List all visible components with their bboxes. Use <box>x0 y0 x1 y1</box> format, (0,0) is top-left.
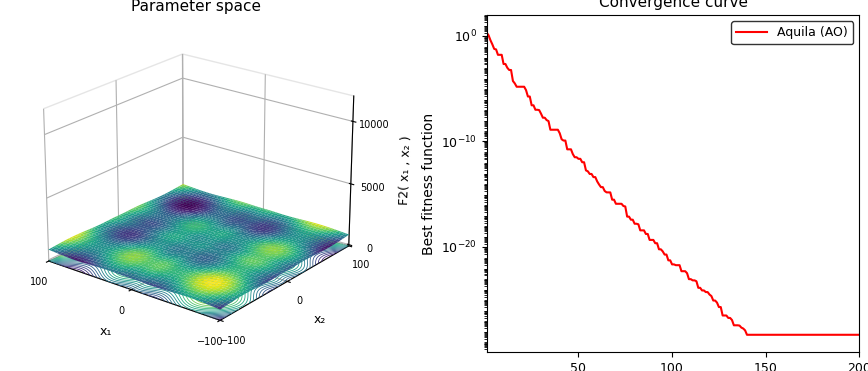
Aquila (AO) <box>504 68 515 72</box>
Aquila (AO) <box>838 332 848 337</box>
Aquila (AO) <box>854 332 865 337</box>
Y-axis label: Best fitness function: Best fitness function <box>422 112 436 255</box>
Title: Convergence curve: Convergence curve <box>599 0 747 10</box>
Y-axis label: x₂: x₂ <box>313 313 326 326</box>
Line: Aquila (AO): Aquila (AO) <box>487 33 859 335</box>
Aquila (AO) <box>742 332 753 337</box>
Aquila (AO) <box>551 128 562 132</box>
Aquila (AO) <box>581 168 591 173</box>
Title: Parameter space: Parameter space <box>130 0 260 14</box>
Legend: Aquila (AO): Aquila (AO) <box>731 21 853 44</box>
Aquila (AO) <box>496 53 507 57</box>
Aquila (AO) <box>482 30 492 35</box>
X-axis label: x₁: x₁ <box>99 325 112 338</box>
Aquila (AO) <box>824 332 834 337</box>
